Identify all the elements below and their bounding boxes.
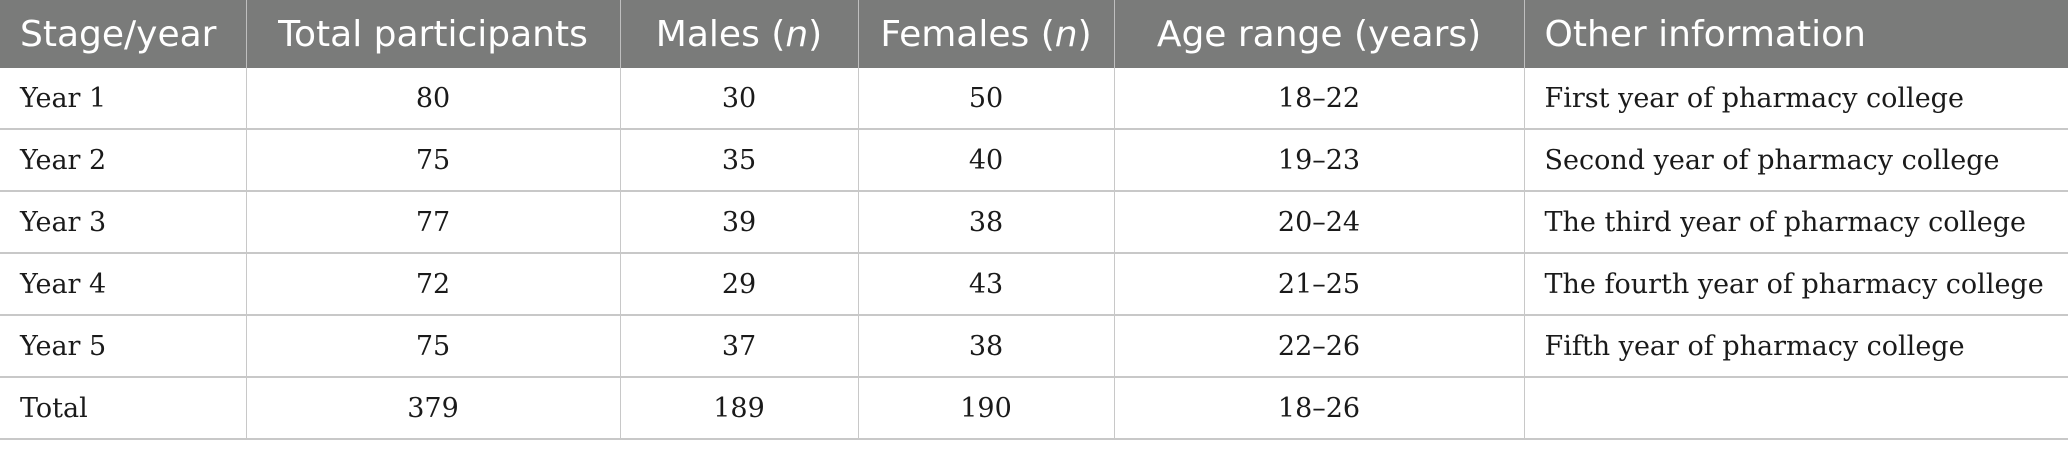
table-body: Year 1 80 30 50 18–22 First year of phar…: [0, 68, 2068, 440]
cell-stage: Year 4: [0, 253, 246, 316]
table-header: Stage/year Total participants Males (n) …: [0, 0, 2068, 68]
header-males-label: Males (: [655, 13, 786, 55]
table-row: Year 1 80 30 50 18–22 First year of phar…: [0, 68, 2068, 130]
cell-stage: Year 2: [0, 129, 246, 192]
cell-stage: Year 3: [0, 191, 246, 254]
cell-age-range: 21–25: [1113, 253, 1524, 316]
cell-males: 35: [619, 129, 858, 192]
header-females-label: Females (: [880, 13, 1055, 55]
cell-females: 190: [857, 377, 1114, 440]
cell-stage: Total: [0, 377, 246, 440]
header-males-close: ): [808, 13, 823, 55]
cell-females: 38: [857, 191, 1114, 254]
table-row: Year 2 75 35 40 19–23 Second year of pha…: [0, 129, 2068, 192]
cell-other-info: Second year of pharmacy college: [1523, 129, 2068, 192]
cell-males: 189: [619, 377, 858, 440]
cell-age-range: 19–23: [1113, 129, 1524, 192]
cell-males: 30: [619, 68, 858, 130]
cell-age-range: 22–26: [1113, 315, 1524, 378]
header-males-n: n: [785, 13, 809, 55]
cell-age-range: 20–24: [1113, 191, 1524, 254]
table-row-total: Total 379 189 190 18–26: [0, 377, 2068, 440]
cell-females: 43: [857, 253, 1114, 316]
cell-females: 50: [857, 68, 1114, 130]
participants-table: Stage/year Total participants Males (n) …: [0, 0, 2068, 440]
header-total-participants: Total participants: [245, 0, 620, 68]
cell-total: 77: [245, 191, 620, 254]
cell-total: 379: [245, 377, 620, 440]
cell-total: 75: [245, 315, 620, 378]
header-other-information: Other information: [1523, 0, 2068, 68]
header-females-close: ): [1077, 13, 1092, 55]
table-row: Year 4 72 29 43 21–25 The fourth year of…: [0, 253, 2068, 316]
cell-females: 38: [857, 315, 1114, 378]
cell-males: 39: [619, 191, 858, 254]
cell-stage: Year 1: [0, 68, 246, 130]
cell-total: 80: [245, 68, 620, 130]
cell-other-info: Fifth year of pharmacy college: [1523, 315, 2068, 378]
cell-total: 75: [245, 129, 620, 192]
cell-males: 37: [619, 315, 858, 378]
cell-males: 29: [619, 253, 858, 316]
cell-females: 40: [857, 129, 1114, 192]
header-females-n: n: [1054, 13, 1078, 55]
cell-other-info: First year of pharmacy college: [1523, 68, 2068, 130]
cell-age-range: 18–26: [1113, 377, 1524, 440]
cell-other-info: The fourth year of pharmacy college: [1523, 253, 2068, 316]
cell-other-info: The third year of pharmacy college: [1523, 191, 2068, 254]
cell-other-info: [1523, 377, 2068, 440]
header-age-range: Age range (years): [1113, 0, 1524, 68]
header-females: Females (n): [857, 0, 1114, 68]
header-row: Stage/year Total participants Males (n) …: [0, 0, 2068, 68]
table-row: Year 5 75 37 38 22–26 Fifth year of phar…: [0, 315, 2068, 378]
cell-age-range: 18–22: [1113, 68, 1524, 130]
cell-stage: Year 5: [0, 315, 246, 378]
header-males: Males (n): [619, 0, 858, 68]
header-stage-year: Stage/year: [0, 0, 246, 68]
cell-total: 72: [245, 253, 620, 316]
table-row: Year 3 77 39 38 20–24 The third year of …: [0, 191, 2068, 254]
